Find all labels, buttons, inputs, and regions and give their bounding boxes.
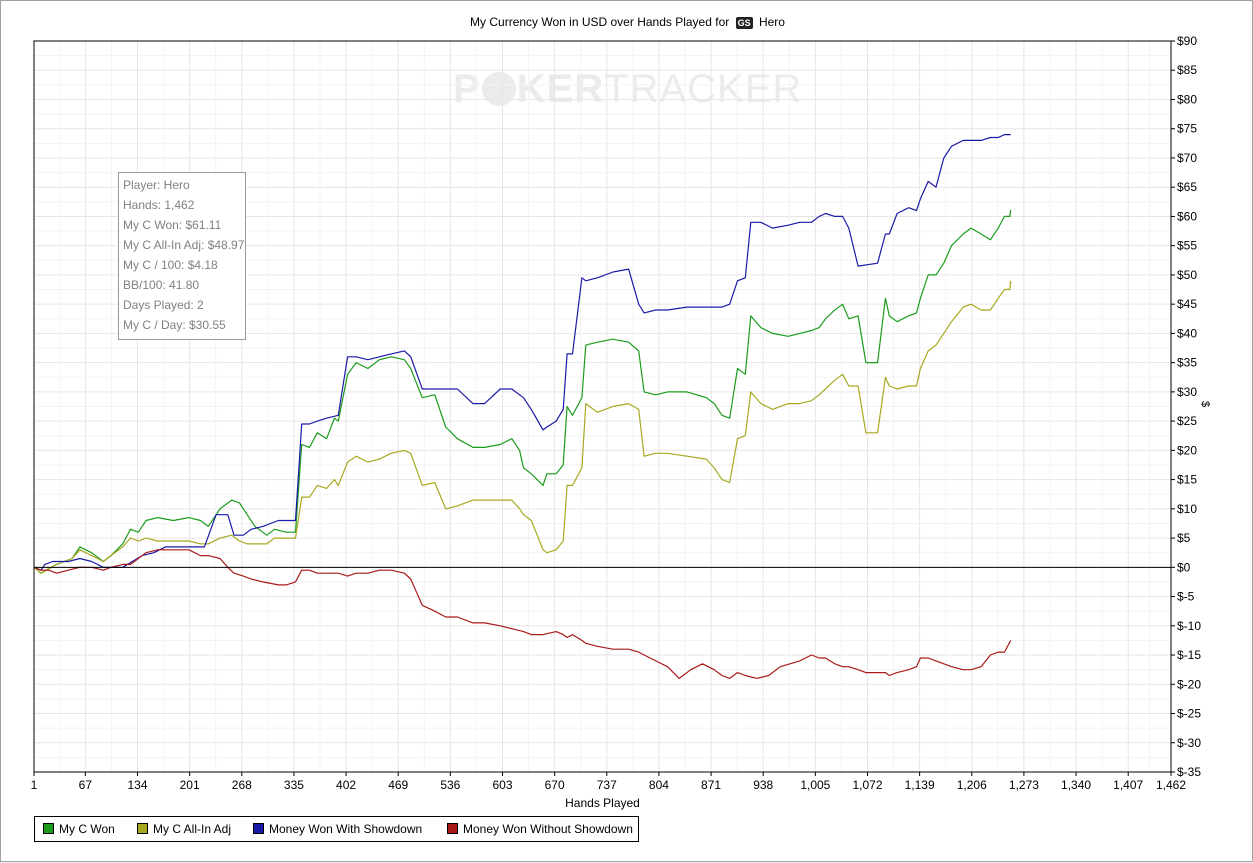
x-tick-label: 335 [284,778,304,792]
stat-bb-per-100: BB/100: 41.80 [123,278,200,292]
y-tick-label: $-5 [1177,590,1195,604]
y-tick-label: $75 [1177,122,1197,136]
y-tick-label: $25 [1177,414,1197,428]
grid-lines [33,40,1172,773]
player-stats-box: Player: Hero Hands: 1,462 My C Won: $61.… [118,172,246,340]
watermark-text-2: KER [516,67,605,111]
x-tick-label: 938 [753,778,773,792]
chart-title-text: My Currency Won in USD over Hands Played… [470,15,730,29]
x-tick-label: 670 [545,778,565,792]
x-tick-label: 1,072 [852,778,882,792]
series-line-money-won-without-showdown [33,549,1012,679]
y-tick-label: $60 [1177,209,1197,223]
legend-label: Money Won Without Showdown [463,822,633,836]
stat-my-c-all-in-adj: My C All-In Adj: $48.97 [123,238,245,252]
y-tick-label: $40 [1177,326,1197,340]
x-tick-label: 469 [388,778,408,792]
chart-legend: My C Won My C All-In Adj Money Won With … [34,816,639,842]
legend-swatch-icon [253,823,264,834]
y-tick-label: $5 [1177,531,1191,545]
y-tick-label: $-25 [1177,707,1201,721]
legend-swatch-icon [447,823,458,834]
legend-item-money-won-with-showdown[interactable]: Money Won With Showdown [253,823,422,837]
stat-my-c-won: My C Won: $61.11 [123,218,222,232]
series-lines [33,134,1012,679]
x-tick-label: 1,407 [1113,778,1143,792]
x-tick-label: 603 [492,778,512,792]
legend-item-my-c-all-in-adj[interactable]: My C All-In Adj [137,823,231,837]
legend-label: My C Won [59,822,115,836]
chart-title-player: Hero [758,15,785,29]
y-tick-label: $10 [1177,502,1197,516]
legend-item-money-won-without-showdown[interactable]: Money Won Without Showdown [447,823,633,837]
legend-label: Money Won With Showdown [269,822,423,836]
stat-days-played: Days Played: 2 [123,298,204,312]
y-tick-label: $30 [1177,385,1197,399]
x-tick-label: 737 [597,778,617,792]
y-tick-label: $70 [1177,151,1197,165]
y-tick-label: $50 [1177,268,1197,282]
poker-chip-icon [481,72,516,106]
stat-my-c-per-100: My C / 100: $4.18 [123,258,218,272]
stat-my-c-per-day: My C / Day: $30.55 [123,318,226,332]
x-tick-label: 402 [336,778,356,792]
y-tick-label: $35 [1177,356,1197,370]
y-tick-label: $-20 [1177,677,1201,691]
series-line-my-c-won [33,209,1012,574]
watermark-text-1: P [453,67,481,111]
x-tick-label: 1,462 [1156,778,1186,792]
site-logo-icon: GS [735,16,753,29]
y-tick-label: $-10 [1177,619,1201,633]
x-axis-title: Hands Played [565,796,640,810]
pokertracker-watermark-logo: P KERTRACKER [453,67,802,112]
x-tick-label: 134 [127,778,147,792]
y-tick-label: $15 [1177,473,1197,487]
x-tick-label: 201 [180,778,200,792]
y-tick-label: $55 [1177,239,1197,253]
legend-swatch-icon [43,823,54,834]
x-tick-label: 67 [79,778,93,792]
y-axis-title: $ [1199,401,1211,408]
x-tick-label: 1,139 [905,778,935,792]
x-tick-label: 871 [701,778,721,792]
x-tick-label: 268 [232,778,252,792]
y-tick-label: $0 [1177,560,1191,574]
y-tick-label: $-15 [1177,648,1201,662]
y-tick-label: $65 [1177,180,1197,194]
y-tick-label: $85 [1177,63,1197,77]
x-tick-label: 1,273 [1009,778,1039,792]
plot-area-border [33,40,1172,773]
x-tick-label: 1,005 [800,778,830,792]
legend-label: My C All-In Adj [153,822,232,836]
y-tick-label: $90 [1177,34,1197,48]
y-tick-label: $20 [1177,443,1197,457]
x-tick-label: 1,206 [957,778,987,792]
y-tick-label: $45 [1177,297,1197,311]
stat-player: Player: Hero [123,178,190,192]
series-line-my-c-all-in-adj [33,280,1012,574]
y-tick-label: $-35 [1177,765,1201,779]
x-tick-label: 804 [649,778,669,792]
watermark-text-3: TRACKER [604,67,803,111]
stat-hands: Hands: 1,462 [123,198,195,212]
series-line-money-won-with-showdown [33,134,1011,571]
axes: $90 $85 $80 $75 $70 $65 $60 $55 $50 $45 $40 $35 $30 $… [31,34,1202,792]
x-tick-label: 1 [31,778,38,792]
x-tick-label: 1,340 [1061,778,1091,792]
chart-title: My Currency Won in USD over Hands Played… [1,15,1253,29]
legend-item-my-c-won[interactable]: My C Won [43,823,115,837]
legend-swatch-icon [137,823,148,834]
x-tick-label: 536 [440,778,460,792]
y-tick-label: $80 [1177,92,1197,106]
y-tick-label: $-30 [1177,736,1201,750]
